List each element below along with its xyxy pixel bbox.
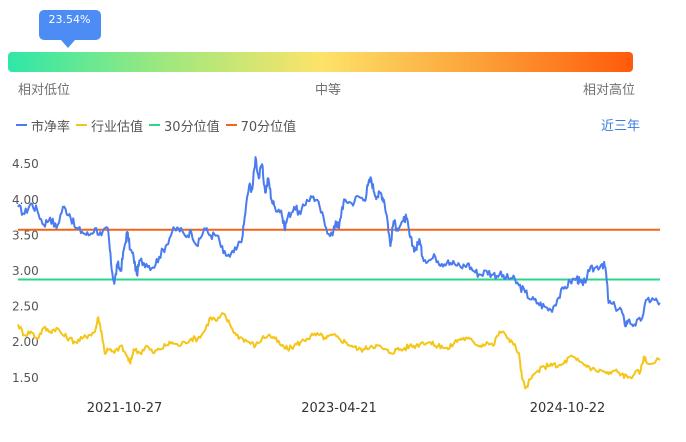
legend-swatch-p70 bbox=[225, 124, 237, 126]
legend-item-p30[interactable]: 30分位值 bbox=[149, 116, 220, 135]
y-tick-label: 2.50 bbox=[12, 300, 39, 314]
y-tick-label: 4.50 bbox=[12, 157, 39, 171]
time-range-button[interactable]: 近三年 bbox=[600, 119, 640, 134]
x-tick-label: 2024-10-22 bbox=[530, 401, 606, 416]
series-line bbox=[17, 156, 661, 328]
legend-swatch-p30 bbox=[149, 124, 161, 126]
high-position-label: 相对高位 bbox=[583, 83, 636, 98]
series-line bbox=[17, 312, 661, 390]
y-tick-label: 4.00 bbox=[12, 193, 39, 207]
x-tick-label: 2023-04-21 bbox=[301, 401, 377, 416]
y-tick-label: 3.00 bbox=[12, 264, 39, 278]
chart-legend: 市净率 行业估值 30分位值 70分位值 bbox=[16, 115, 302, 135]
mid-position-label: 中等 bbox=[315, 83, 342, 98]
legend-item-pb[interactable]: 市净率 bbox=[16, 116, 70, 135]
valuation-line-chart: 4.50 4.00 3.50 3.00 2.50 2.00 1.50 2021-10-27 20… bbox=[12, 156, 661, 416]
legend-label-p30: 30分位值 bbox=[164, 119, 220, 135]
low-position-label: 相对低位 bbox=[18, 83, 71, 98]
legend-swatch-pb bbox=[16, 124, 27, 126]
legend-item-industry[interactable]: 行业估值 bbox=[76, 116, 143, 135]
legend-label-industry: 行业估值 bbox=[91, 119, 144, 135]
legend-label-p70: 70分位值 bbox=[240, 119, 297, 135]
legend-item-p70[interactable]: 70分位值 bbox=[225, 116, 297, 135]
valuation-percentile-gauge: 23.54% 相对低位 中等 相对高位 bbox=[0, 0, 686, 100]
y-tick-label: 1.50 bbox=[12, 371, 39, 385]
y-tick-label: 3.50 bbox=[12, 228, 39, 242]
legend-swatch-industry bbox=[76, 124, 88, 126]
y-tick-label: 2.00 bbox=[12, 335, 39, 349]
percentile-marker-tooltip: 23.54% bbox=[38, 10, 101, 48]
percentile-gradient-bar bbox=[8, 52, 633, 72]
x-tick-label: 2021-10-27 bbox=[87, 401, 163, 416]
legend-label-pb: 市净率 bbox=[31, 119, 71, 135]
